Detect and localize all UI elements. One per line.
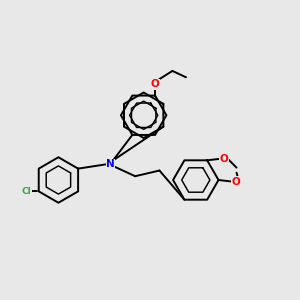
Text: Cl: Cl bbox=[22, 187, 32, 196]
Text: N: N bbox=[106, 159, 115, 169]
Text: O: O bbox=[151, 79, 159, 89]
Text: O: O bbox=[220, 154, 229, 164]
Text: O: O bbox=[231, 177, 240, 187]
